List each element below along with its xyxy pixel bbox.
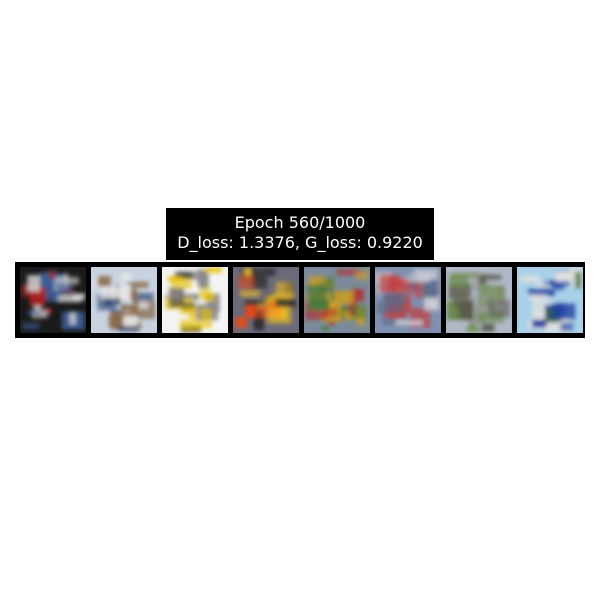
loss-label: D_loss: 1.3376, G_loss: 0.9220 — [177, 233, 423, 252]
generated-sample-4 — [233, 267, 299, 333]
generated-sample-3 — [162, 267, 228, 333]
generated-sample-6 — [375, 267, 441, 333]
generated-sample-2 — [91, 267, 157, 333]
generated-sample-8 — [517, 267, 583, 333]
generated-sample-5 — [304, 267, 370, 333]
generated-sample-1 — [20, 267, 86, 333]
epoch-label: Epoch 560/1000 — [234, 213, 366, 232]
figure-title: Epoch 560/1000 D_loss: 1.3376, G_loss: 0… — [166, 208, 434, 260]
generated-sample-7 — [446, 267, 512, 333]
sample-grid — [15, 262, 585, 338]
